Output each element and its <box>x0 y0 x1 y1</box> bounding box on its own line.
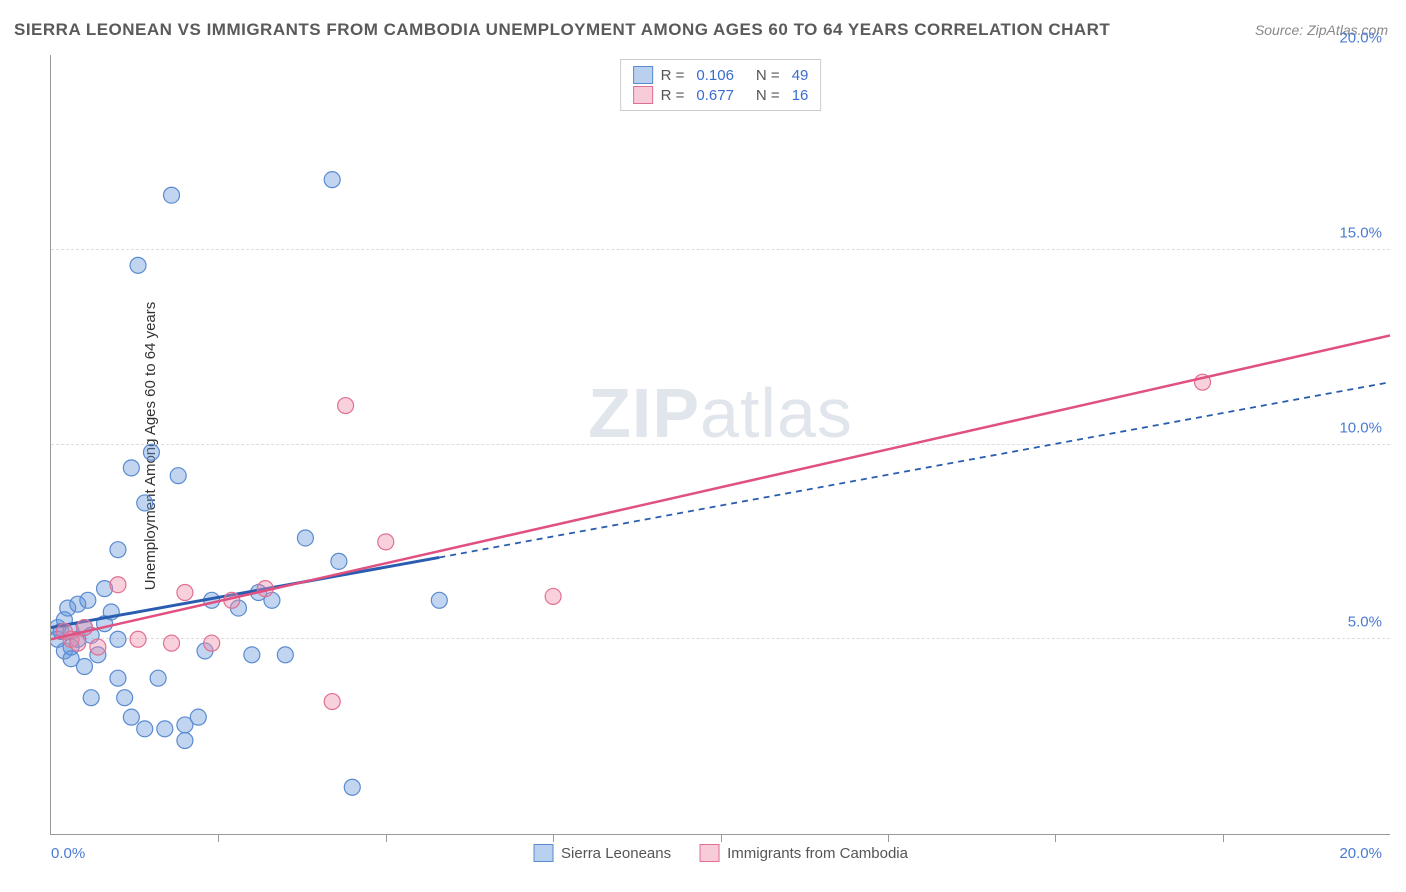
scatter-point <box>110 670 126 686</box>
scatter-point <box>170 468 186 484</box>
scatter-point <box>76 659 92 675</box>
scatter-point <box>143 444 159 460</box>
scatter-point <box>324 172 340 188</box>
legend-item: Immigrants from Cambodia <box>699 844 908 862</box>
scatter-point <box>164 187 180 203</box>
scatter-point <box>157 721 173 737</box>
scatter-point <box>137 495 153 511</box>
y-tick-label: 20.0% <box>1339 30 1382 47</box>
scatter-point <box>244 647 260 663</box>
scatter-point <box>110 577 126 593</box>
scatter-point <box>177 585 193 601</box>
swatch-icon <box>699 844 719 862</box>
x-tick <box>1055 834 1056 842</box>
correlation-legend: R = 0.106 N = 49 R = 0.677 N = 16 <box>620 59 822 111</box>
scatter-point <box>190 709 206 725</box>
series-legend: Sierra Leoneans Immigrants from Cambodia <box>533 844 908 862</box>
scatter-point <box>130 257 146 273</box>
scatter-point <box>123 709 139 725</box>
x-tick <box>721 834 722 842</box>
regression-line-extrapolated <box>439 382 1390 557</box>
scatter-point <box>177 733 193 749</box>
scatter-point <box>150 670 166 686</box>
legend-r-label: R = <box>661 67 685 84</box>
scatter-point <box>338 398 354 414</box>
scatter-point <box>297 530 313 546</box>
x-tick-label: 0.0% <box>51 845 85 862</box>
scatter-point <box>344 779 360 795</box>
legend-row: R = 0.106 N = 49 <box>633 66 809 84</box>
legend-label: Immigrants from Cambodia <box>727 845 908 862</box>
scatter-point <box>331 553 347 569</box>
legend-n-label: N = <box>756 87 780 104</box>
scatter-point <box>117 690 133 706</box>
scatter-point <box>378 534 394 550</box>
legend-n-value: 16 <box>792 87 809 104</box>
scatter-point <box>277 647 293 663</box>
scatter-point <box>130 631 146 647</box>
plot-area: ZIPatlas 5.0% 10.0% 15.0% 20.0% 0.0% 20.… <box>50 55 1390 835</box>
scatter-point <box>204 635 220 651</box>
legend-r-value: 0.677 <box>696 87 734 104</box>
legend-n-value: 49 <box>792 67 809 84</box>
x-tick <box>1223 834 1224 842</box>
swatch-icon <box>633 66 653 84</box>
scatter-point <box>110 542 126 558</box>
scatter-point <box>137 721 153 737</box>
legend-n-label: N = <box>756 67 780 84</box>
regression-line <box>51 335 1390 639</box>
swatch-icon <box>533 844 553 862</box>
scatter-point <box>110 631 126 647</box>
swatch-icon <box>633 86 653 104</box>
chart-container: SIERRA LEONEAN VS IMMIGRANTS FROM CAMBOD… <box>0 0 1406 892</box>
scatter-point <box>70 635 86 651</box>
x-tick <box>888 834 889 842</box>
scatter-point <box>80 592 96 608</box>
x-tick-label: 20.0% <box>1339 845 1382 862</box>
legend-item: Sierra Leoneans <box>533 844 671 862</box>
legend-label: Sierra Leoneans <box>561 845 671 862</box>
scatter-point <box>123 460 139 476</box>
scatter-svg <box>51 55 1390 834</box>
legend-r-label: R = <box>661 87 685 104</box>
scatter-point <box>545 588 561 604</box>
legend-row: R = 0.677 N = 16 <box>633 86 809 104</box>
chart-title: SIERRA LEONEAN VS IMMIGRANTS FROM CAMBOD… <box>14 20 1110 40</box>
legend-r-value: 0.106 <box>696 67 734 84</box>
scatter-point <box>83 690 99 706</box>
x-tick <box>218 834 219 842</box>
x-tick <box>386 834 387 842</box>
scatter-point <box>164 635 180 651</box>
x-tick <box>553 834 554 842</box>
scatter-point <box>431 592 447 608</box>
scatter-point <box>90 639 106 655</box>
scatter-point <box>324 694 340 710</box>
